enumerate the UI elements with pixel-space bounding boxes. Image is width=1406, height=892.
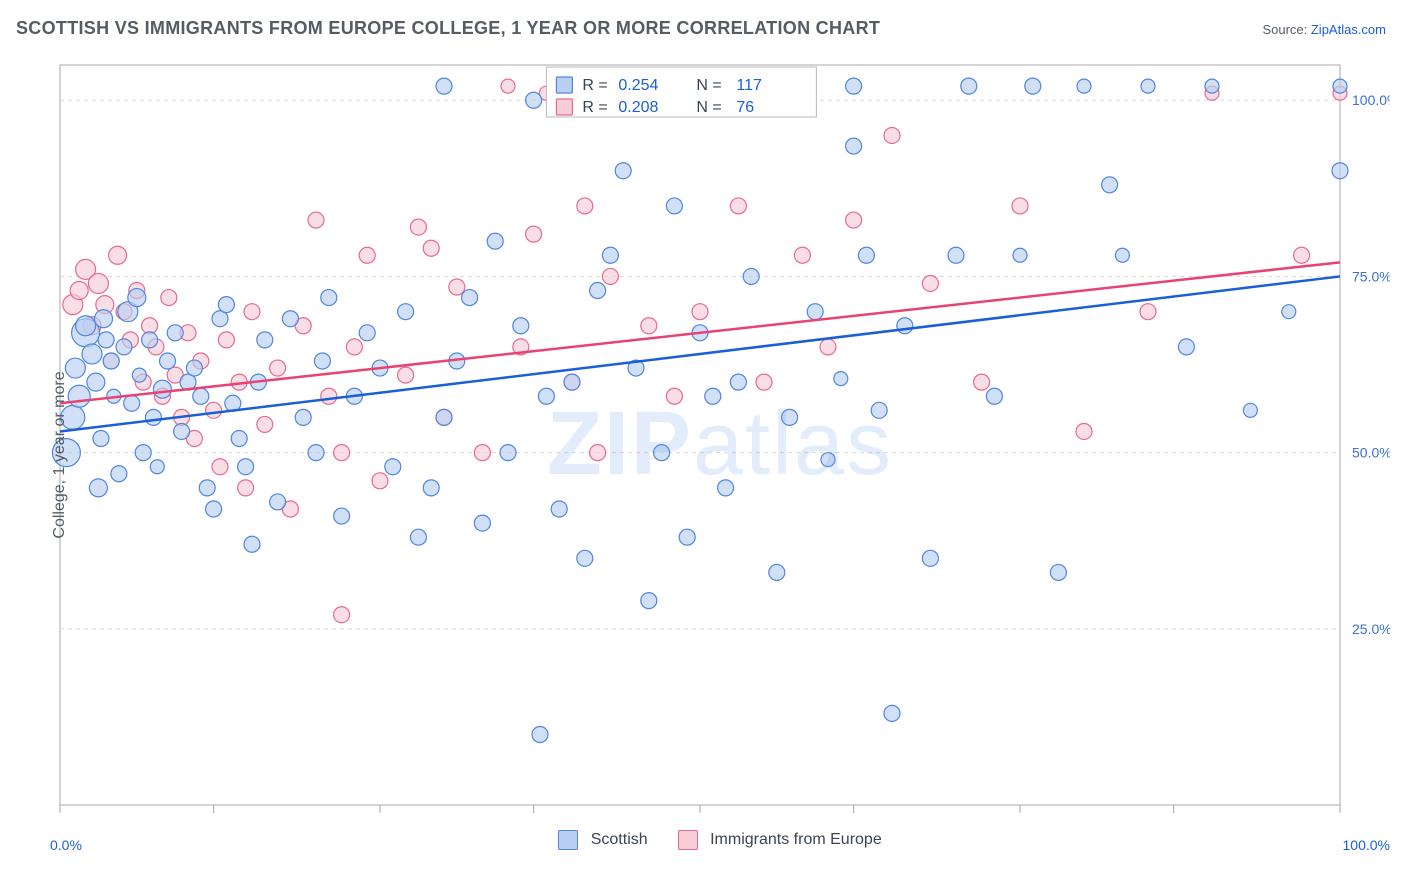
legend-item-scottish: Scottish [558, 830, 647, 850]
plot-container: College, 1 year or more 25.0% 50.0% 75.0% 1… [50, 55, 1390, 855]
svg-text:N =: N = [696, 77, 721, 94]
svg-text:R =: R = [582, 99, 607, 116]
svg-text:75.0%: 75.0% [1352, 268, 1390, 284]
svg-text:0.208: 0.208 [618, 99, 658, 116]
chart-title: SCOTTISH VS IMMIGRANTS FROM EUROPE COLLE… [16, 18, 880, 39]
svg-text:R =: R = [582, 77, 607, 94]
page-root: SCOTTISH VS IMMIGRANTS FROM EUROPE COLLE… [0, 0, 1406, 892]
svg-text:76: 76 [736, 99, 754, 116]
y-axis-label: College, 1 year or more [51, 371, 69, 538]
legend-item-immigrants: Immigrants from Europe [678, 830, 882, 850]
svg-text:117: 117 [736, 77, 762, 94]
swatch-scottish [558, 830, 578, 850]
svg-text:0.254: 0.254 [618, 77, 658, 94]
source-label: Source: [1262, 22, 1310, 37]
legend-label-immigrants: Immigrants from Europe [710, 831, 882, 848]
svg-text:100.0%: 100.0% [1352, 92, 1390, 108]
bottom-legend: Scottish Immigrants from Europe [50, 825, 1390, 855]
svg-text:N =: N = [696, 99, 721, 116]
x-axis-min-label: 0.0% [50, 837, 82, 853]
swatch-immigrants [678, 830, 698, 850]
svg-text:50.0%: 50.0% [1352, 445, 1390, 461]
x-axis-max-label: 100.0% [1343, 837, 1390, 853]
svg-text:25.0%: 25.0% [1352, 621, 1390, 637]
source-attribution: Source: ZipAtlas.com [1262, 22, 1386, 37]
legend-label-scottish: Scottish [591, 831, 648, 848]
source-link[interactable]: ZipAtlas.com [1311, 22, 1386, 37]
scatter-plot: 25.0% 50.0% 75.0% 100.0% R = 0.254 N = 117 R = 0.… [50, 55, 1390, 825]
